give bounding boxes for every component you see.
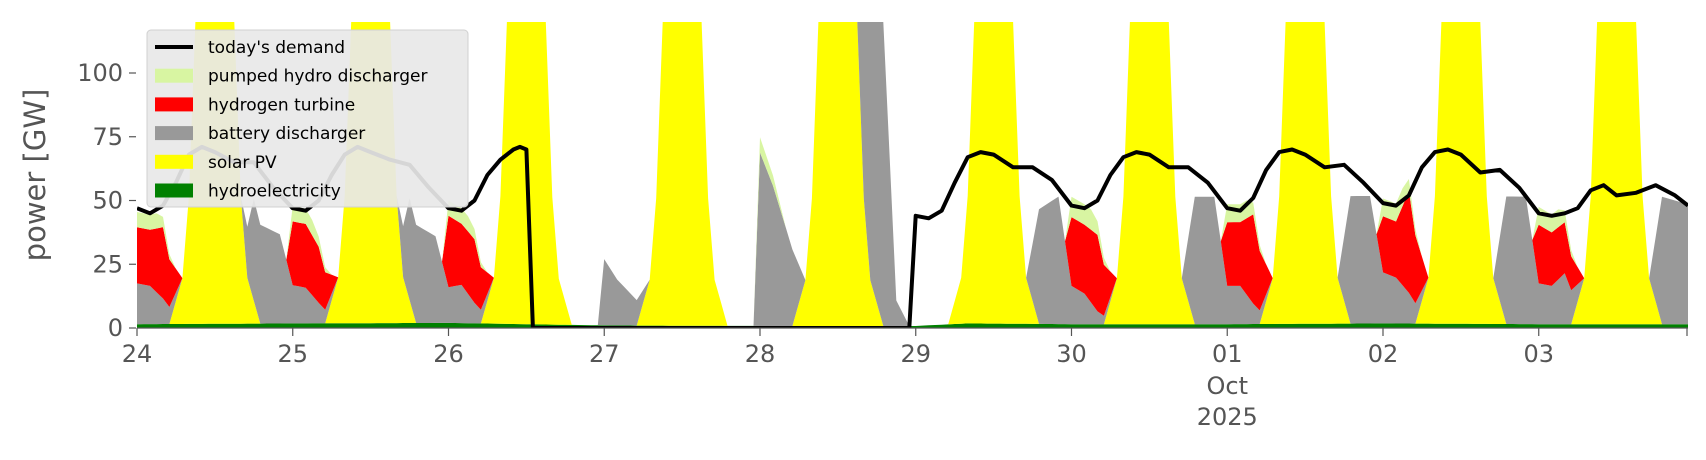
stacked-areas [137, 22, 1688, 328]
x-tick-label: 25 [277, 340, 308, 368]
legend-label: battery discharger [208, 124, 365, 144]
y-tick-label: 0 [108, 314, 123, 342]
x-tick-label: 29 [900, 340, 931, 368]
legend-label: hydroelectricity [208, 182, 341, 202]
legend-label: today's demand [208, 38, 345, 58]
x-tick-label: 28 [745, 340, 776, 368]
y-tick-label: 25 [92, 250, 123, 278]
area-battery-discharger [137, 22, 1688, 326]
legend: today's demand pumped hydro discharger hyd… [146, 29, 469, 208]
x-sublabel-month: Oct [1206, 372, 1248, 400]
x-tick-label: 26 [433, 340, 464, 368]
y-tick-label: 50 [92, 187, 123, 215]
area-solar-pv [137, 22, 1688, 326]
x-tick-label: 02 [1368, 340, 1399, 368]
x-tick-label: 30 [1056, 340, 1087, 368]
legend-box [146, 29, 469, 208]
x-tick-label: 03 [1523, 340, 1554, 368]
y-axis-title: power [GW] [18, 89, 52, 262]
x-sublabel-year: 2025 [1197, 403, 1258, 431]
y-tick-label: 75 [92, 123, 123, 151]
legend-label: hydrogen turbine [208, 95, 355, 115]
x-tick-label: 01 [1212, 340, 1243, 368]
legend-swatch [155, 126, 193, 141]
axes: 0 25 50 75 100 24 25 26 27 28 29 30 01 02 03 [77, 59, 1688, 368]
legend-swatch [155, 68, 193, 83]
x-tick-label: 24 [122, 340, 153, 368]
legend-swatch [155, 154, 193, 169]
legend-label: solar PV [208, 153, 277, 173]
legend-label: pumped hydro discharger [208, 67, 427, 87]
area-hydroelectricity [137, 322, 1688, 328]
legend-swatch [155, 183, 193, 198]
x-tick-label: 27 [589, 340, 620, 368]
y-tick-label: 100 [77, 59, 123, 87]
legend-swatch [155, 97, 193, 112]
